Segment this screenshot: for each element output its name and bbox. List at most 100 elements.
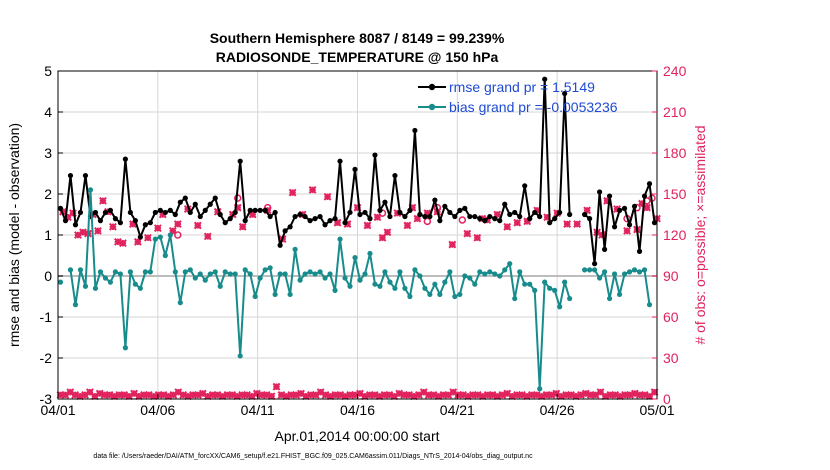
bias-point (72, 302, 79, 308)
y-right-tick-label: 240 (663, 63, 687, 79)
bias-point (92, 285, 99, 291)
rmse-point (147, 220, 153, 226)
bias-point (127, 269, 133, 275)
rmse-point (242, 218, 248, 224)
obs-assimilated-marker (99, 196, 107, 205)
rmse-point (507, 211, 513, 218)
bias-point (382, 269, 388, 275)
bias-point (402, 285, 408, 291)
obs-assimilated-marker (143, 233, 152, 242)
rmse-point (452, 213, 458, 220)
bias-point (447, 269, 453, 275)
y-left-tick-label: 1 (44, 227, 52, 243)
rmse-point (62, 218, 69, 224)
bias-point (182, 269, 188, 275)
bias-point (57, 279, 64, 285)
bias-point (87, 187, 94, 193)
y-left-tick-label: 4 (44, 104, 52, 120)
legend-item-bias: bias grand pr = -0.0053236 (418, 99, 618, 115)
rmse-point (621, 205, 628, 211)
obs-assimilated-marker (473, 233, 482, 242)
rmse-point (611, 224, 618, 230)
rmse-point (407, 207, 413, 213)
y-right-tick-label: 210 (663, 104, 687, 120)
bias-point (272, 291, 278, 298)
rmse-point (457, 207, 463, 213)
obs-assimilated-marker (94, 226, 102, 235)
y-left-tick-label: -3 (40, 391, 53, 407)
bias-point (317, 269, 323, 275)
bias-point (641, 267, 648, 273)
rmse-point (467, 213, 473, 220)
rmse-point (182, 195, 188, 201)
bias-point (302, 271, 308, 277)
x-tick-label: 04/01 (40, 402, 75, 418)
bias-point (107, 279, 114, 285)
bias-point (232, 271, 238, 277)
obs-assimilated-marker (563, 220, 572, 228)
x-tick-label: 04/11 (241, 402, 275, 418)
y-right-tick-label: 120 (663, 227, 687, 243)
rmse-point (497, 218, 503, 224)
rmse-point (472, 213, 478, 220)
rmse-point (77, 209, 84, 216)
bias-point (67, 267, 74, 273)
x-ticks: 04/01 04/06 04/11 04/16 04/21 04/26 05/01 (40, 394, 675, 418)
rmse-point (247, 207, 253, 213)
chart-title-line2: RADIOSONDE_TEMPERATURE @ 150 hPa (216, 49, 499, 65)
bias-point (437, 291, 443, 298)
rmse-point (367, 216, 373, 222)
rmse-point (197, 213, 203, 220)
rmse-point (222, 220, 228, 226)
rmse-point (447, 209, 453, 216)
bias-point (312, 271, 318, 277)
bias-point (626, 269, 633, 275)
obs-assimilated-marker (363, 221, 372, 230)
obs-assimilated-marker (643, 203, 651, 212)
rmse-point (172, 211, 178, 218)
bias-point (387, 279, 393, 285)
bias-point (631, 267, 638, 273)
bias-point (552, 287, 558, 293)
obs-assimilated-marker (173, 220, 182, 228)
bias-point (252, 293, 258, 300)
bias-point (537, 386, 543, 392)
legend-label-bias: bias grand pr = -0.0053236 (449, 99, 618, 115)
x-tick-label: 04/21 (440, 402, 475, 418)
bias-point (482, 271, 488, 277)
rmse-point (357, 211, 363, 218)
bias-point (327, 271, 333, 277)
bias-point (277, 271, 283, 277)
rmse-point (646, 181, 653, 187)
rmse-point (142, 222, 148, 228)
rmse-point (601, 246, 608, 252)
series-lines (57, 76, 658, 392)
rmse-point (641, 193, 648, 199)
bias-point (97, 269, 104, 275)
rmse-point (537, 213, 543, 220)
rmse-point (442, 203, 448, 209)
obs-assimilated-marker (203, 232, 212, 241)
rmse-point (527, 216, 533, 222)
legend: rmse grand pr = 1.5149 bias grand pr = -… (418, 79, 618, 115)
obs-assimilated-marker (238, 222, 247, 231)
bias-point (432, 281, 438, 287)
rmse-point (117, 220, 123, 226)
obs-assimilated-marker (343, 220, 352, 228)
legend-item-rmse: rmse grand pr = 1.5149 (418, 79, 595, 95)
bias-point (222, 269, 228, 275)
rmse-point (582, 211, 588, 218)
x-axis-label: Apr.01,2014 00:00:00 start (274, 428, 439, 444)
obs-assimilated-marker (308, 185, 317, 194)
rmse-point (167, 207, 173, 213)
bias-point (287, 291, 293, 298)
obs-assimilated-marker (323, 192, 332, 201)
obs-assimilated-marker (69, 209, 77, 218)
bias-point (606, 295, 613, 302)
x-tick-label: 04/06 (140, 402, 175, 418)
bias-point (417, 273, 423, 279)
rmse-point (277, 242, 283, 248)
rmse-point (567, 211, 573, 218)
bias-point (392, 285, 398, 291)
bias-point (492, 271, 498, 277)
